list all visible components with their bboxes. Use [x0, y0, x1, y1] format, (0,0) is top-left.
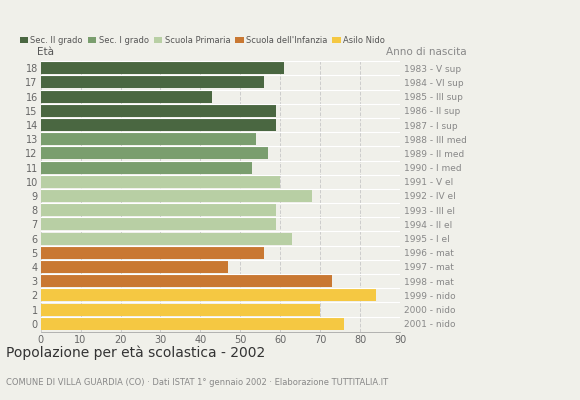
Bar	[41, 119, 276, 131]
Text: Età: Età	[37, 47, 54, 57]
Bar	[41, 261, 229, 273]
Bar	[41, 176, 280, 188]
Bar	[41, 289, 376, 302]
Bar	[41, 318, 345, 330]
Bar	[41, 147, 269, 160]
Legend: Sec. II grado, Sec. I grado, Scuola Primaria, Scuola dell'Infanzia, Asilo Nido: Sec. II grado, Sec. I grado, Scuola Prim…	[20, 36, 385, 45]
Bar	[41, 162, 252, 174]
Bar	[41, 247, 264, 259]
Bar	[41, 190, 312, 202]
Bar	[41, 232, 292, 245]
Bar	[41, 90, 212, 103]
Text: Popolazione per età scolastica - 2002: Popolazione per età scolastica - 2002	[6, 346, 265, 360]
Bar	[41, 304, 320, 316]
Text: Anno di nascita: Anno di nascita	[386, 47, 467, 57]
Bar	[41, 204, 276, 216]
Bar	[41, 133, 256, 145]
Bar	[41, 62, 284, 74]
Bar	[41, 76, 264, 88]
Bar	[41, 218, 276, 230]
Text: COMUNE DI VILLA GUARDIA (CO) · Dati ISTAT 1° gennaio 2002 · Elaborazione TUTTITA: COMUNE DI VILLA GUARDIA (CO) · Dati ISTA…	[6, 378, 388, 387]
Bar	[41, 105, 276, 117]
Bar	[41, 275, 332, 287]
